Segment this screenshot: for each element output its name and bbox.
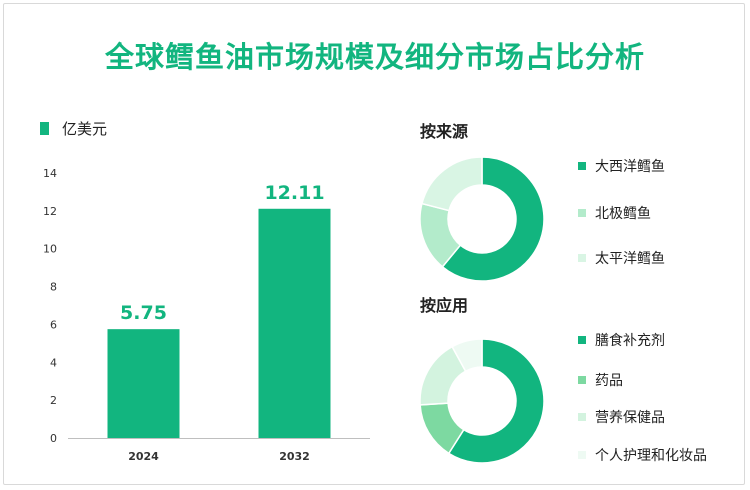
application-legend-swatch — [578, 413, 586, 421]
source-legend-swatch — [578, 162, 586, 170]
y-tick-label: 12 — [43, 205, 57, 218]
source-legend-label: 太平洋鳕鱼 — [595, 251, 665, 267]
unit-legend: 亿美元 — [40, 118, 107, 139]
source-legend-item: 北极鳕鱼 — [578, 203, 651, 223]
x-tick-label: 2032 — [279, 450, 310, 463]
y-tick-label: 14 — [43, 167, 57, 180]
application-pie-title: 按应用 — [420, 296, 469, 315]
y-tick-label: 6 — [50, 318, 57, 331]
y-tick-label: 8 — [50, 281, 57, 294]
chart-title: 全球鳕鱼油市场规模及细分市场占比分析 — [104, 40, 645, 74]
unit-legend-swatch — [40, 122, 49, 135]
source-slice — [421, 156, 483, 212]
source-legend-label: 大西洋鳕鱼 — [595, 159, 665, 175]
application-legend-item: 个人护理和化妆品 — [578, 445, 707, 465]
source-donut-chart — [419, 156, 545, 282]
y-tick-label: 10 — [43, 243, 57, 256]
source-slice — [441, 156, 545, 282]
application-legend-item: 营养保健品 — [578, 407, 665, 427]
application-legend-label: 个人护理和化妆品 — [595, 448, 707, 464]
application-legend-swatch — [578, 336, 586, 344]
application-legend-swatch — [578, 451, 586, 459]
application-legend-label: 营养保健品 — [595, 410, 665, 426]
y-tick-label: 4 — [50, 356, 57, 369]
bar-data-label: 12.11 — [264, 182, 324, 204]
application-legend-label: 膳食补充剂 — [595, 333, 665, 349]
y-tick-label: 0 — [50, 432, 57, 445]
source-legend-item: 大西洋鳕鱼 — [578, 156, 665, 176]
unit-legend-label: 亿美元 — [62, 120, 108, 138]
bar-data-label: 5.75 — [120, 302, 167, 324]
bar-chart: 0 2 4 6 8 10 12 14 5.75 2024 12.11 2032 — [43, 167, 370, 463]
application-legend-item: 膳食补充剂 — [578, 330, 665, 350]
bar-2032 — [258, 208, 331, 438]
x-tick-label: 2024 — [128, 450, 159, 463]
application-slice — [447, 338, 545, 464]
application-legend-swatch — [578, 376, 586, 384]
application-legend-label: 药品 — [595, 373, 623, 389]
source-legend-swatch — [578, 209, 586, 217]
bar-2024 — [107, 329, 180, 438]
application-donut-chart — [419, 338, 545, 464]
source-legend-item: 太平洋鳕鱼 — [578, 248, 665, 268]
source-legend-label: 北极鳕鱼 — [595, 206, 651, 222]
source-pie-title: 按来源 — [420, 122, 469, 141]
application-slice — [451, 338, 483, 373]
source-legend-swatch — [578, 254, 586, 262]
application-legend-item: 药品 — [578, 370, 623, 390]
y-tick-label: 2 — [50, 394, 57, 407]
